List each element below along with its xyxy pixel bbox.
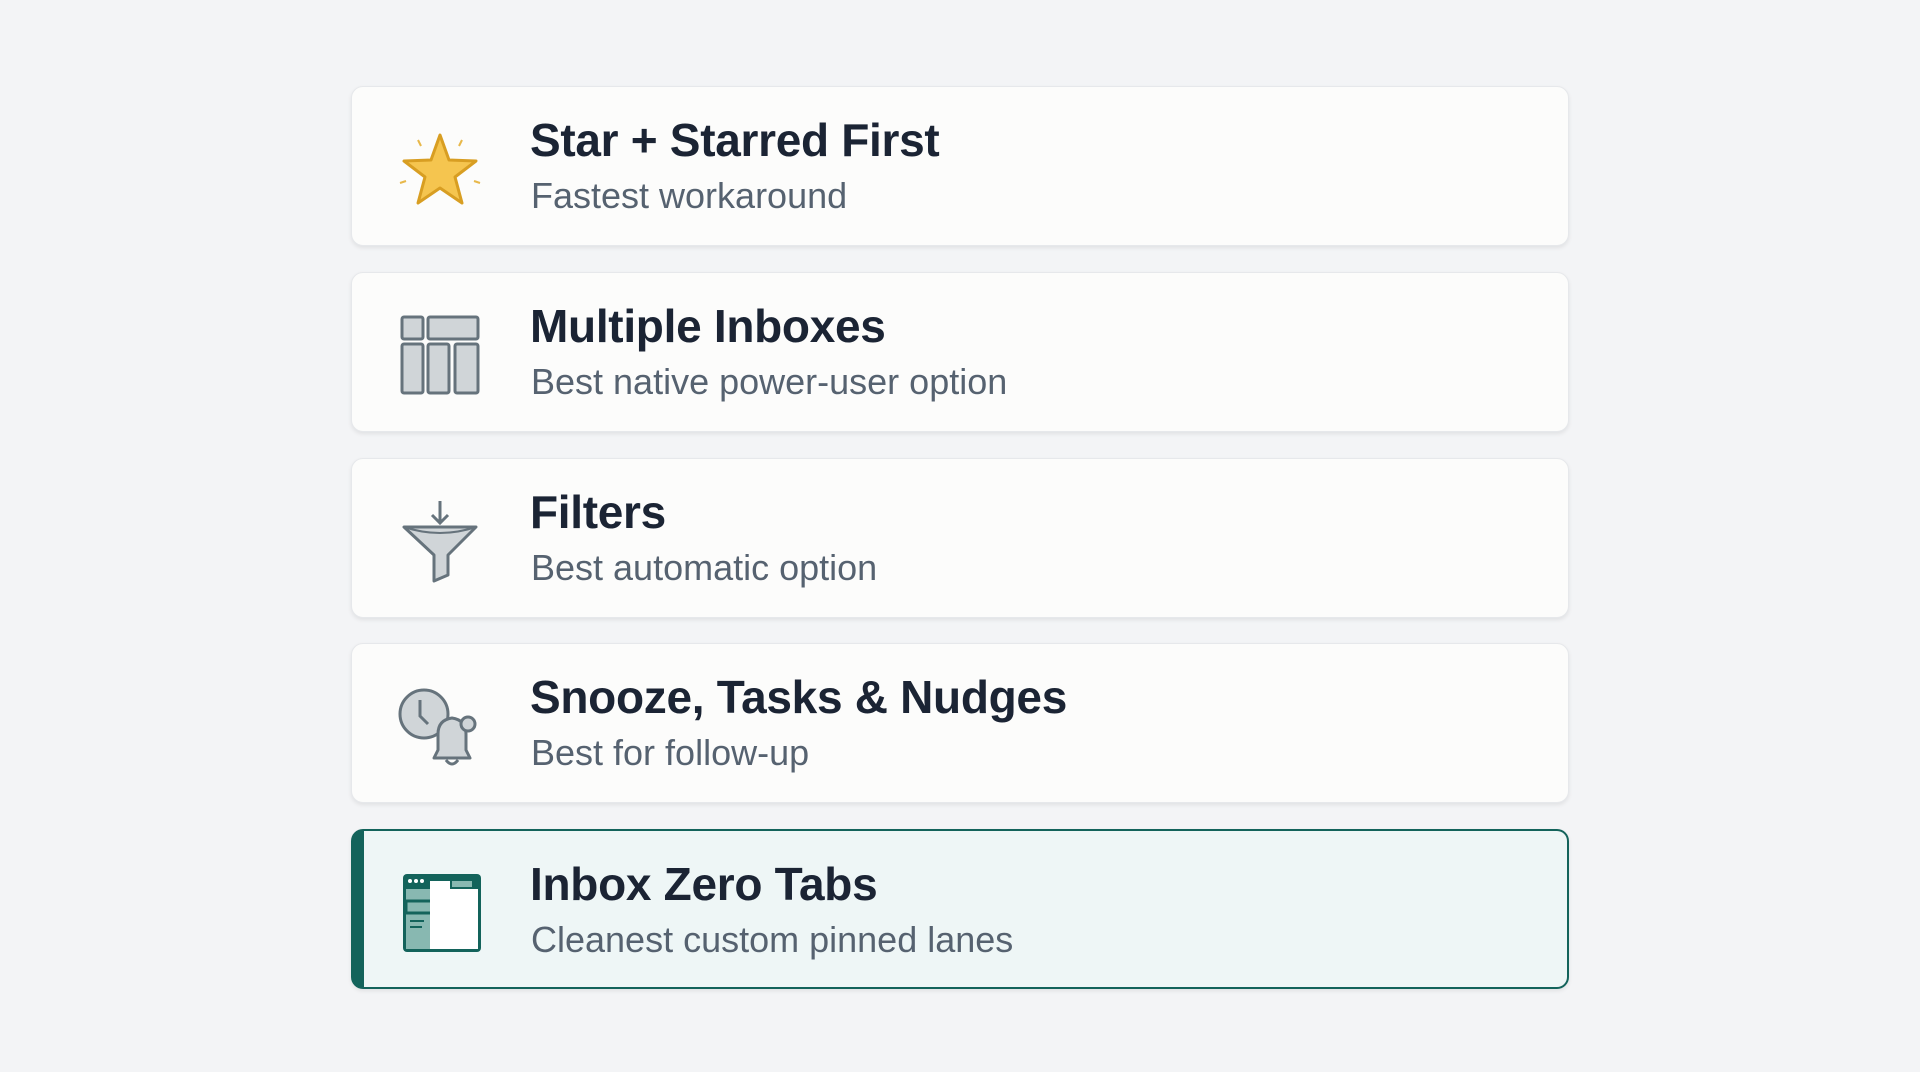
option-card-filters[interactable]: Filters Best automatic option <box>351 458 1569 618</box>
option-subtitle: Best for follow-up <box>531 732 810 773</box>
option-card-multiple-inboxes[interactable]: Multiple Inboxes Best native power-user … <box>351 272 1569 432</box>
option-title: Inbox Zero Tabs <box>530 858 878 910</box>
option-title: Filters <box>530 486 666 538</box>
clock-bell-icon <box>398 688 477 766</box>
funnel-filter-icon <box>402 501 478 583</box>
option-subtitle: Fastest workaround <box>531 175 848 216</box>
option-subtitle: Best automatic option <box>531 547 878 588</box>
option-subtitle: Best native power-user option <box>531 361 1008 402</box>
option-subtitle: Cleanest custom pinned lanes <box>531 919 1014 960</box>
option-card-inbox-zero-tabs[interactable]: Inbox Zero Tabs Cleanest custom pinned l… <box>351 829 1569 989</box>
option-card-snooze-tasks-nudges[interactable]: Snooze, Tasks & Nudges Best for follow-u… <box>351 643 1569 803</box>
option-title: Snooze, Tasks & Nudges <box>530 671 1067 723</box>
multiple-inboxes-layout-icon <box>400 315 480 395</box>
option-title: Star + Starred First <box>530 114 940 166</box>
option-title: Multiple Inboxes <box>530 300 886 352</box>
browser-tabs-icon <box>403 874 481 952</box>
star-icon <box>399 133 481 205</box>
option-card-star-starred-first[interactable]: Star + Starred First Fastest workaround <box>351 86 1569 246</box>
